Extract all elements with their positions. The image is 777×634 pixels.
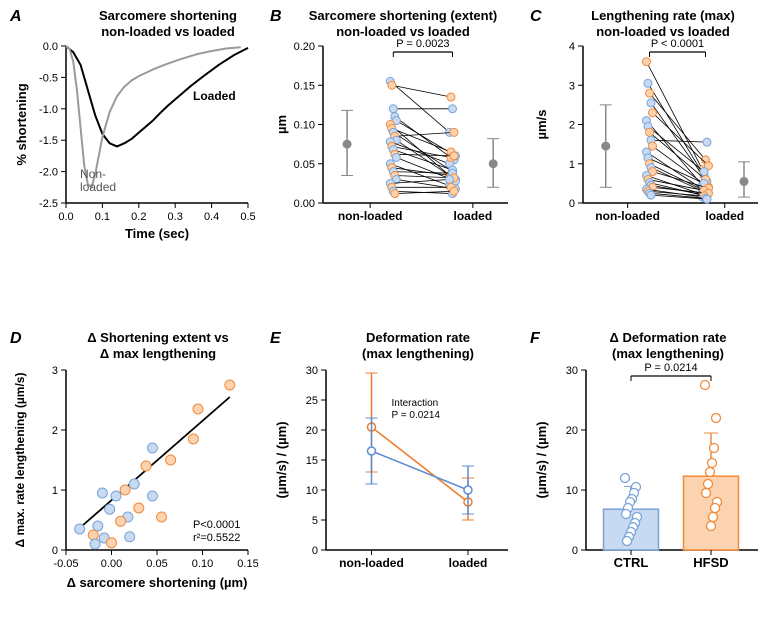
panel-f-letter: F (530, 330, 540, 348)
svg-text:0.5: 0.5 (240, 211, 255, 223)
svg-text:non-loaded: non-loaded (339, 556, 404, 570)
svg-text:% shortening: % shortening (14, 83, 29, 165)
svg-text:Δ sarcomere shortening (µm): Δ sarcomere shortening (µm) (67, 575, 248, 590)
panel-d-letter: D (10, 330, 22, 348)
svg-text:20: 20 (566, 425, 578, 437)
svg-text:loaded: loaded (80, 180, 116, 194)
svg-text:0.1: 0.1 (95, 211, 110, 223)
svg-text:0: 0 (569, 198, 575, 210)
svg-text:µm/s: µm/s (534, 110, 549, 140)
svg-text:30: 30 (306, 365, 318, 377)
svg-text:0.0: 0.0 (58, 211, 73, 223)
svg-text:0.3: 0.3 (168, 211, 183, 223)
svg-text:1: 1 (52, 485, 58, 497)
svg-text:P<0.0001: P<0.0001 (193, 519, 240, 531)
svg-text:0.4: 0.4 (204, 211, 219, 223)
svg-text:HFSD: HFSD (693, 555, 728, 570)
svg-text:-0.05: -0.05 (53, 558, 78, 570)
panel-b-letter: B (270, 8, 282, 26)
t: Deformation rate (366, 330, 470, 345)
svg-text:-2.0: -2.0 (39, 167, 58, 179)
svg-text:Loaded: Loaded (193, 89, 236, 103)
svg-text:10: 10 (306, 485, 318, 497)
svg-text:non-loaded: non-loaded (338, 209, 403, 223)
t: Δ Shortening extent vs (87, 330, 229, 345)
svg-text:Interaction: Interaction (392, 398, 439, 409)
svg-text:Δ max. rate lengthening (µm/s: Δ max. rate lengthening (µm/s) (13, 373, 27, 548)
panel-b: B Sarcomere shortening (extent) non-load… (268, 8, 518, 248)
panel-e-letter: E (270, 330, 281, 348)
svg-text:r²=0.5522: r²=0.5522 (193, 532, 240, 544)
svg-text:0.2: 0.2 (131, 211, 146, 223)
svg-text:Non-: Non- (80, 167, 106, 181)
svg-text:Time (sec): Time (sec) (125, 226, 189, 241)
panel-a: A Sarcomere shortening non-loaded vs loa… (8, 8, 258, 248)
svg-text:0: 0 (312, 545, 318, 557)
svg-text:20: 20 (306, 425, 318, 437)
svg-text:5: 5 (312, 515, 318, 527)
panel-d-chart: 0 1 2 3 -0.05 0.00 0.05 0.10 0.15 Δ max. rate len… (8, 350, 258, 610)
svg-text:loaded: loaded (449, 556, 488, 570)
svg-text:10: 10 (566, 485, 578, 497)
panel-d: D Δ Shortening extent vs Δ max lengtheni… (8, 330, 258, 620)
panel-f-chart: 0 10 20 30 CTRL HFSD (µm/s) / (µm) P = 0.0214 (528, 350, 768, 610)
svg-text:0.15: 0.15 (237, 558, 258, 570)
svg-text:P = 0.0214: P = 0.0214 (392, 410, 441, 421)
panel-f: F Δ Deformation rate (max lengthening) 0… (528, 330, 768, 620)
svg-text:0.0: 0.0 (43, 41, 58, 53)
svg-text:P = 0.0214: P = 0.0214 (644, 362, 697, 374)
panel-a-letter: A (10, 8, 22, 26)
svg-text:-0.5: -0.5 (39, 72, 58, 84)
svg-text:1: 1 (569, 159, 575, 171)
svg-text:0.20: 0.20 (294, 41, 315, 53)
svg-text:0.05: 0.05 (294, 159, 315, 171)
svg-text:P = 0.0023: P = 0.0023 (396, 38, 449, 50)
svg-text:loaded: loaded (454, 209, 493, 223)
svg-text:2: 2 (52, 425, 58, 437)
svg-text:-2.5: -2.5 (39, 198, 58, 210)
svg-text:(µm/s) / (µm): (µm/s) / (µm) (534, 421, 549, 498)
svg-text:-1.5: -1.5 (39, 135, 58, 147)
svg-text:0.05: 0.05 (146, 558, 167, 570)
panel-e: E Deformation rate (max lengthening) 051… (268, 330, 518, 620)
svg-text:0: 0 (572, 545, 578, 557)
svg-text:2: 2 (569, 120, 575, 132)
svg-text:0: 0 (52, 545, 58, 557)
svg-text:30: 30 (566, 365, 578, 377)
t: Lengthening rate (max) (591, 8, 735, 23)
t: Sarcomere shortening (99, 8, 237, 23)
svg-text:0.10: 0.10 (192, 558, 213, 570)
panel-c: C Lengthening rate (max) non-loaded vs l… (528, 8, 768, 248)
svg-text:3: 3 (569, 80, 575, 92)
svg-text:µm: µm (274, 115, 289, 134)
panel-e-chart: 0 5 10 15 20 25 30 non-loaded loaded (µm/s) / (µm… (268, 350, 518, 610)
svg-text:0.00: 0.00 (294, 198, 315, 210)
panel-b-chart: 0.00 0.05 0.10 0.15 0.20 non-loaded loaded µm P … (268, 28, 518, 248)
svg-text:CTRL: CTRL (614, 555, 649, 570)
panel-a-chart: -2.5 -2.0 -1.5 -1.0 -0.5 0.0 0.0 0.1 0.2 0.3 0.4 0.… (8, 28, 258, 248)
svg-text:P < 0.0001: P < 0.0001 (651, 38, 704, 50)
panel-c-chart: 0 1 2 3 4 non-loaded loaded µm/s P < 0.0001 (528, 28, 768, 248)
t: Δ Deformation rate (610, 330, 727, 345)
svg-text:3: 3 (52, 365, 58, 377)
svg-text:-1.0: -1.0 (39, 104, 58, 116)
svg-text:25: 25 (306, 395, 318, 407)
panel-c-letter: C (530, 8, 542, 26)
svg-text:0.00: 0.00 (101, 558, 122, 570)
svg-text:15: 15 (306, 455, 318, 467)
svg-text:0.15: 0.15 (294, 80, 315, 92)
svg-text:0.10: 0.10 (294, 120, 315, 132)
svg-text:4: 4 (569, 41, 575, 53)
t: Sarcomere shortening (extent) (309, 8, 498, 23)
svg-text:(µm/s) / (µm): (µm/s) / (µm) (274, 421, 289, 498)
svg-text:loaded: loaded (705, 209, 744, 223)
svg-text:non-loaded: non-loaded (595, 209, 660, 223)
